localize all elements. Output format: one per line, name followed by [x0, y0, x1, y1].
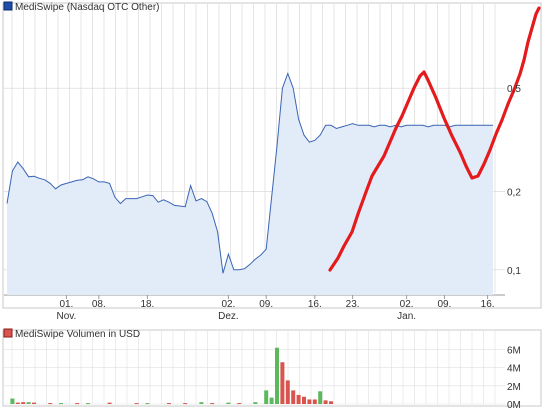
price-month-label: Dez. — [218, 311, 239, 322]
price-area — [7, 73, 493, 296]
price-month-label: Nov. — [56, 311, 76, 322]
price-x-tick-label: 18. — [140, 299, 154, 310]
price-series-group — [6, 71, 493, 296]
volume-bar — [75, 403, 80, 405]
volume-bar — [296, 394, 301, 404]
volume-legend-swatch — [3, 328, 13, 338]
volume-bar — [21, 402, 26, 404]
volume-bar — [269, 397, 274, 404]
volume-bar — [134, 403, 139, 405]
volume-legend-label: MediSwipe Volumen in USD — [15, 329, 140, 340]
volume-bar — [226, 402, 231, 404]
volume-bar — [183, 403, 188, 405]
annotation-stroke — [328, 6, 541, 272]
price-x-ticks: 01. 08. 18. 02. 09. 16. 23. 02. 09. 16. Nov. Dez. Ja… — [56, 295, 495, 322]
price-x-tick-label: 16. — [481, 299, 495, 310]
volume-bar — [285, 380, 290, 404]
volume-bars-group — [10, 347, 333, 405]
volume-bar — [237, 403, 242, 405]
volume-bar — [15, 402, 20, 404]
volume-bar — [167, 403, 171, 405]
price-x-tick-label: 02. — [221, 299, 235, 310]
volume-bar — [312, 399, 317, 404]
price-y-tick-label: 0,1 — [507, 266, 521, 277]
price-x-tick-label: 02. — [400, 299, 414, 310]
volume-bar — [264, 390, 269, 404]
price-panel: MediSwipe (Nasdaq OTC Other) 0,1 0,2 0,5 0… — [2, 1, 542, 322]
volume-y-ticks: 0M 2M 4M 6M — [507, 346, 521, 411]
price-legend-label: MediSwipe (Nasdaq OTC Other) — [15, 2, 160, 13]
price-x-tick-label: 09. — [437, 299, 451, 310]
price-x-tick-label: 23. — [346, 299, 360, 310]
volume-bar — [210, 403, 215, 405]
volume-bar — [32, 402, 36, 404]
volume-y-tick-label: 0M — [507, 400, 521, 411]
volume-bar — [145, 403, 150, 405]
volume-bar — [107, 402, 112, 404]
volume-bar — [302, 396, 306, 404]
volume-y-tick-label: 4M — [507, 364, 521, 375]
volume-y-tick-label: 2M — [507, 382, 521, 393]
volume-bar — [280, 362, 285, 404]
volume-bar — [26, 402, 31, 404]
volume-bar — [10, 398, 15, 404]
volume-bar — [323, 400, 328, 404]
price-y-tick-label: 0,5 — [507, 84, 521, 95]
volume-bar — [329, 401, 333, 404]
price-y-ticks: 0,1 0,2 0,5 — [507, 84, 521, 277]
price-x-tick-label: 09. — [259, 299, 273, 310]
volume-bar — [199, 402, 204, 404]
price-x-tick-label: 16. — [308, 299, 322, 310]
volume-bar — [253, 402, 258, 404]
price-x-tick-label: 08. — [92, 299, 106, 310]
volume-y-tick-label: 6M — [507, 346, 521, 357]
volume-bar — [291, 390, 296, 404]
volume-bar — [275, 347, 279, 404]
volume-bar — [86, 403, 90, 405]
price-x-tick-label: 01. — [59, 299, 73, 310]
price-y-tick-label: 0,2 — [507, 188, 521, 199]
annotation-group — [328, 6, 541, 272]
volume-bar — [318, 391, 323, 404]
price-month-label: Jan. — [397, 311, 416, 322]
volume-bar — [48, 403, 53, 405]
volume-bar — [307, 399, 312, 404]
volume-panel: MediSwipe Volumen in USD 0M 2M 4M 6M — [2, 328, 542, 411]
price-legend-swatch — [3, 1, 13, 11]
price-line — [6, 71, 493, 274]
volume-bar — [59, 403, 63, 405]
